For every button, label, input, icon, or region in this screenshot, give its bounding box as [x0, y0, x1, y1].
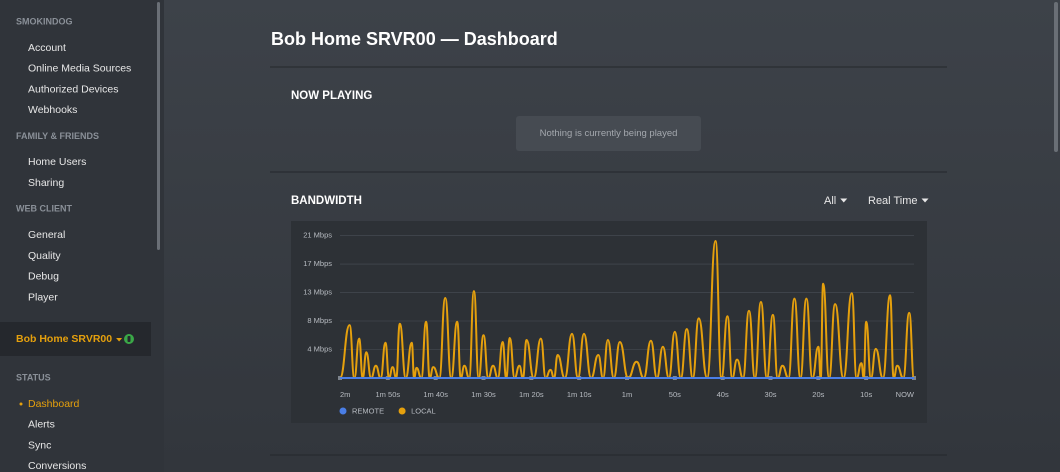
nav-item[interactable]: Authorized Devices	[28, 83, 118, 95]
y-tick-label: 8 Mbps	[307, 316, 332, 325]
x-tick-label: 1m 30s	[471, 390, 496, 399]
nav-item[interactable]: Conversions	[28, 460, 86, 472]
x-tick-label: 40s	[717, 390, 729, 399]
nav-heading: STATUS	[16, 372, 51, 382]
section-title: NOW PLAYING	[291, 90, 372, 102]
filter-dropdown[interactable]: Real Time	[868, 195, 918, 207]
x-tick-label: 1m 40s	[423, 390, 448, 399]
nav-item[interactable]: Quality	[28, 250, 61, 262]
sidebar-scrollbar[interactable]	[157, 2, 160, 250]
dropdown-caret	[840, 198, 848, 203]
server-name[interactable]: Bob Home SRVR00	[16, 333, 112, 345]
dropdown-caret	[921, 198, 929, 203]
nav-item[interactable]: Home Users	[28, 156, 86, 168]
dropdown-caret	[116, 338, 123, 342]
page-title: Bob Home SRVR00 — Dashboard	[271, 29, 558, 49]
y-tick-label: 21 Mbps	[303, 231, 332, 240]
x-tick-label: NOW	[896, 390, 915, 399]
empty-message: Nothing is currently being played	[540, 128, 678, 139]
page-scrollbar[interactable]	[1054, 2, 1058, 152]
y-tick-label: 13 Mbps	[303, 288, 332, 297]
nav-item[interactable]: Debug	[28, 271, 59, 283]
nav-item[interactable]: Sync	[28, 439, 51, 451]
nav-item[interactable]: Webhooks	[28, 104, 77, 116]
section-title: BANDWIDTH	[291, 195, 362, 207]
legend-label[interactable]: LOCAL	[411, 406, 436, 415]
filter-dropdown[interactable]: All	[824, 195, 836, 207]
legend-swatch	[398, 407, 406, 415]
x-tick-label: 10s	[860, 390, 872, 399]
x-tick-label: 50s	[669, 390, 681, 399]
legend-label[interactable]: REMOTE	[352, 406, 384, 415]
nav-heading: FAMILY & FRIENDS	[16, 131, 99, 141]
y-tick-label: 17 Mbps	[303, 259, 332, 268]
server-status-glyph	[127, 336, 131, 342]
x-tick-label: 20s	[812, 390, 824, 399]
sidebar	[0, 0, 164, 472]
legend-swatch	[339, 407, 347, 415]
nav-item[interactable]: Player	[28, 291, 58, 303]
nav-heading: SMOKINDOG	[16, 16, 73, 26]
x-tick-label: 1m	[622, 390, 632, 399]
nav-item[interactable]: Online Media Sources	[28, 63, 131, 75]
active-bullet	[19, 402, 23, 406]
nav-item[interactable]: Alerts	[28, 419, 55, 431]
nav-item[interactable]: Account	[28, 42, 66, 54]
nav-item[interactable]: Sharing	[28, 177, 64, 189]
empty-message-box	[516, 116, 701, 151]
x-tick-label: 1m 10s	[567, 390, 592, 399]
x-tick-label: 30s	[764, 390, 776, 399]
nav-heading: WEB CLIENT	[16, 204, 72, 214]
nav-item[interactable]: General	[28, 229, 65, 241]
y-tick-label: 4 Mbps	[307, 344, 332, 353]
chart-area	[291, 221, 927, 423]
nav-item[interactable]: Dashboard	[28, 398, 80, 410]
x-tick-label: 2m	[340, 390, 350, 399]
x-tick-label: 1m 20s	[519, 390, 544, 399]
x-tick-label: 1m 50s	[376, 390, 401, 399]
